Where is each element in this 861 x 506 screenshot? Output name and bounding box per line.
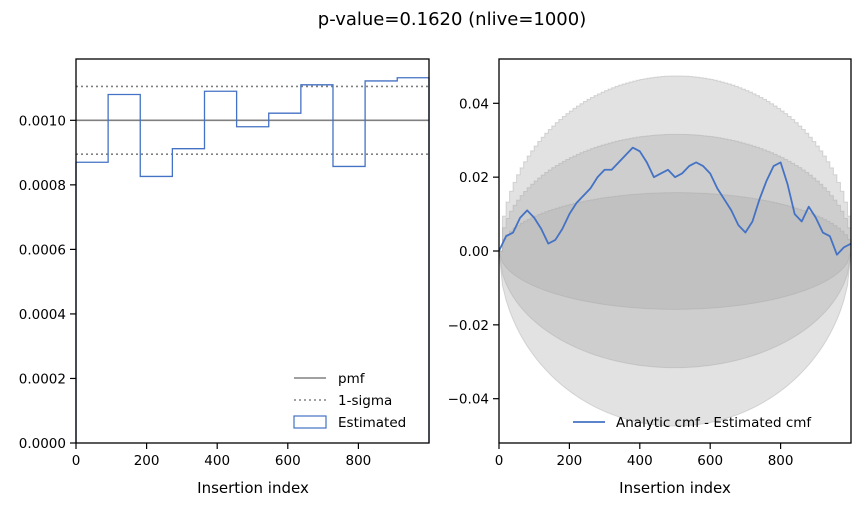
- right-x-tick-label: 0: [495, 453, 504, 469]
- left-legend: pmf 1-sigma Estimated: [293, 371, 406, 431]
- left-y-tick-label: 0.0006: [19, 242, 66, 258]
- left-x-tick-label: 0: [72, 453, 81, 469]
- right-panel: Insertion index 0 200 400 600 800 −0.04 −0.02 0…: [448, 58, 852, 497]
- sigma-band-0: [498, 75, 852, 427]
- legend-label: Estimated: [338, 415, 406, 431]
- right-x-tick-label: 600: [697, 453, 723, 469]
- left-y-tick-label: 0.0004: [19, 307, 66, 323]
- left-y-tick-label: 0.0008: [19, 178, 66, 194]
- left-x-tick-label: 200: [134, 453, 160, 469]
- right-y-tick-label: −0.02: [448, 318, 489, 334]
- left-x-tick-label: 600: [275, 453, 301, 469]
- cmf-difference-line: [498, 146, 852, 256]
- right-y-tick-label: 0.04: [459, 96, 489, 112]
- legend-label: pmf: [338, 371, 366, 387]
- figure-title: p-value=0.1620 (nlive=1000): [318, 9, 586, 30]
- right-y-tick-label: −0.04: [448, 392, 489, 408]
- left-x-label: Insertion index: [197, 479, 309, 497]
- legend-label: 1-sigma: [338, 393, 392, 409]
- right-y-tick-label: 0.00: [459, 244, 489, 260]
- right-x-tick-label: 800: [768, 453, 794, 469]
- left-x-tick-label: 400: [204, 453, 230, 469]
- left-y-tick-label: 0.0002: [19, 371, 66, 387]
- left-y-tick-label: 0.0010: [19, 113, 66, 129]
- legend-estimated-swatch: [293, 415, 327, 429]
- left-axes-frame: [75, 58, 430, 444]
- right-x-tick-label: 400: [627, 453, 653, 469]
- right-y-tick-label: 0.02: [459, 170, 489, 186]
- sigma-band-2: [498, 192, 852, 310]
- left-y-tick-label: 0.0000: [19, 436, 66, 452]
- left-x-tick-label: 800: [346, 453, 372, 469]
- estimated-histogram: [75, 77, 430, 443]
- right-x-label: Insertion index: [619, 479, 731, 497]
- right-legend: Analytic cmf - Estimated cmf: [573, 415, 812, 431]
- left-panel: Insertion index 0 200 400 600 800 0.0000 0.000…: [19, 58, 430, 497]
- legend-cmf-label: Analytic cmf - Estimated cmf: [616, 415, 812, 431]
- right-x-tick-label: 200: [557, 453, 583, 469]
